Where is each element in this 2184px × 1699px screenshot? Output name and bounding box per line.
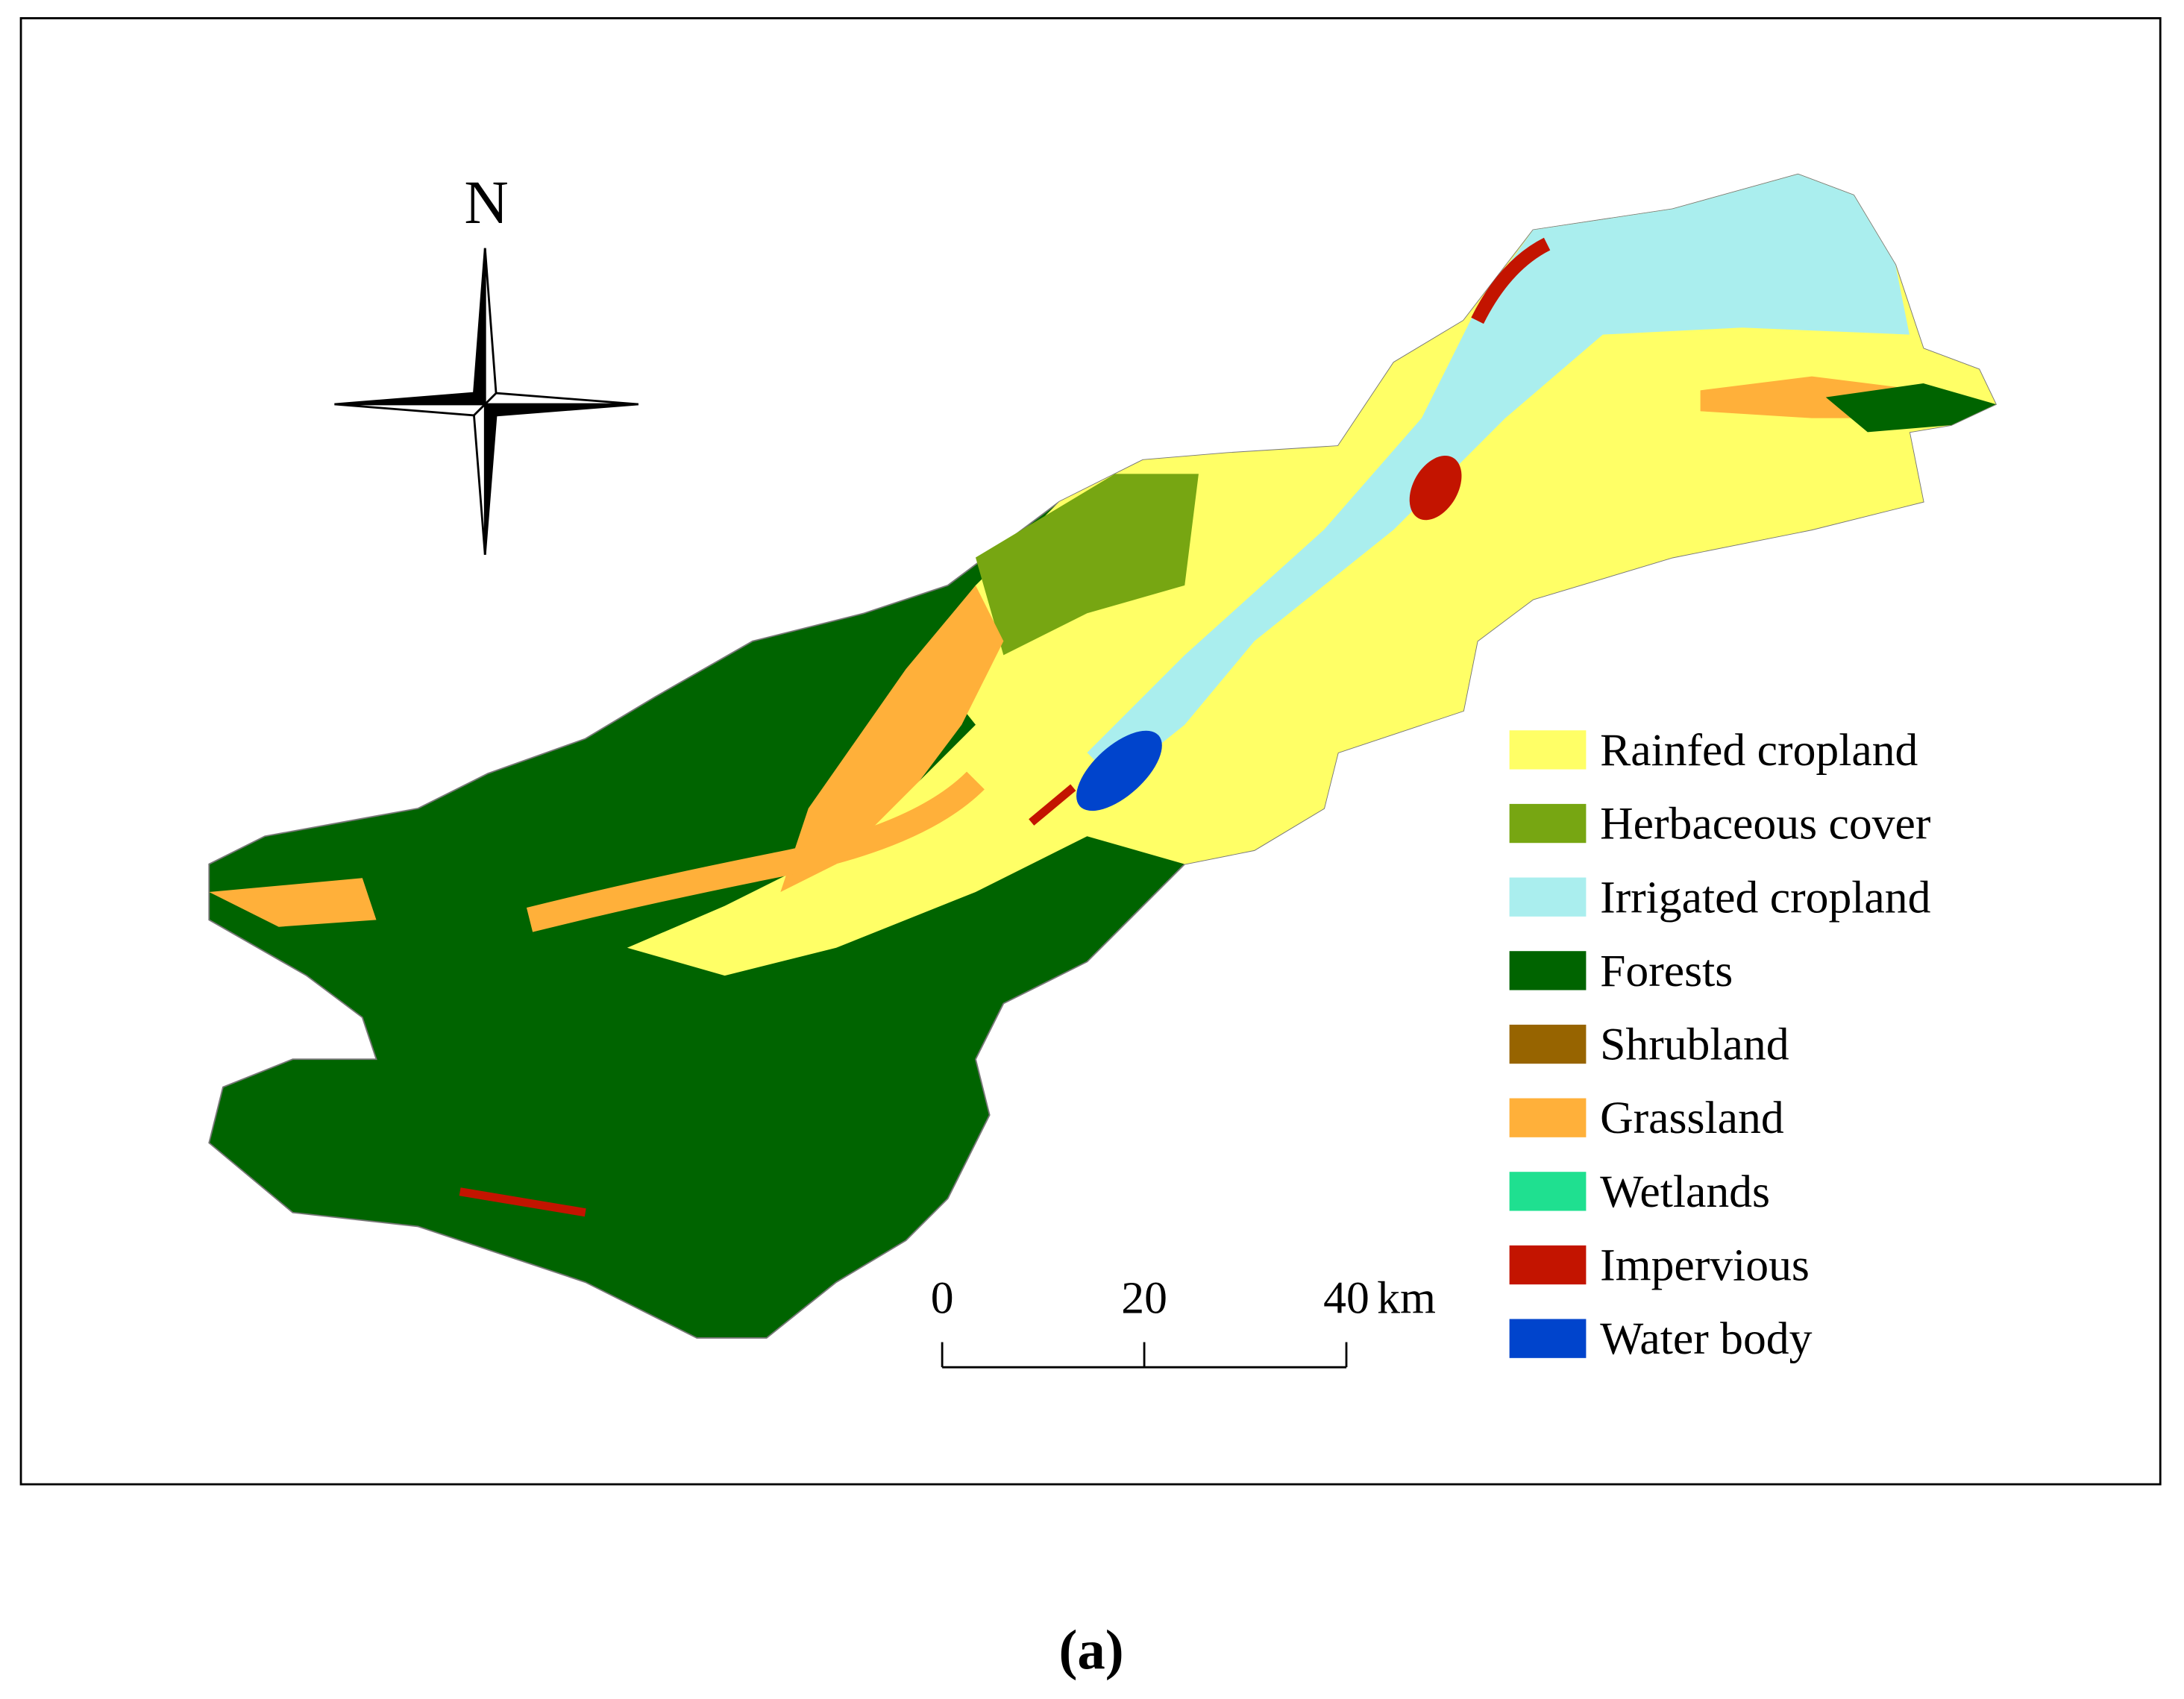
arrow-arm	[482, 392, 638, 406]
legend-swatch	[1509, 1098, 1587, 1137]
legend-label: Irrigated cropland	[1600, 872, 1931, 923]
forest-patch	[1825, 383, 1996, 433]
land-cover-map	[208, 173, 1997, 1339]
legend-swatch	[1509, 951, 1587, 990]
arrow-arm	[472, 248, 486, 407]
impervious-patch	[1029, 784, 1076, 826]
legend-label: Forests	[1600, 946, 1733, 996]
impervious-patch	[1471, 237, 1551, 324]
legend-swatch	[1509, 1172, 1587, 1211]
legend-swatch	[1509, 877, 1587, 917]
scale-unit: km	[1377, 1272, 1436, 1323]
scale-tick-label: 20	[1121, 1272, 1167, 1323]
grassland-area	[780, 585, 1004, 892]
impervious-patch	[459, 1187, 586, 1217]
arrow-arm	[334, 392, 488, 406]
figure-caption: (a)	[1058, 1619, 1123, 1681]
north-arrow: N	[334, 169, 638, 555]
map-frame	[19, 17, 2162, 1486]
legend: Rainfed cropland Herbaceous cover Irrigate…	[1509, 725, 1931, 1364]
impervious-patch	[1409, 455, 1462, 521]
scale-bar: 0 20 40 km	[931, 1272, 1436, 1369]
grassland-area	[209, 878, 377, 927]
legend-swatch	[1509, 1319, 1587, 1358]
legend-label: Grassland	[1600, 1093, 1784, 1143]
legend-swatch	[1509, 730, 1587, 770]
legend-swatch	[1509, 803, 1587, 844]
arrow-arm	[334, 403, 488, 417]
legend-label: Shrubland	[1600, 1020, 1789, 1070]
legend-label: Water body	[1600, 1313, 1813, 1364]
arrow-arm	[483, 401, 498, 555]
legend-swatch	[1509, 1245, 1587, 1285]
arrow-arm	[482, 403, 638, 417]
legend-label: Herbaceous cover	[1600, 799, 1930, 850]
legend-swatch	[1509, 1024, 1587, 1064]
scale-tick-label: 0	[931, 1272, 954, 1323]
arrow-arm	[483, 248, 498, 407]
herbaceous-area	[975, 474, 1199, 656]
scale-tick-label: 40	[1323, 1272, 1369, 1323]
legend-label: Impervious	[1600, 1240, 1810, 1291]
water-body-lake	[1076, 730, 1162, 811]
legend-label: Rainfed cropland	[1600, 725, 1918, 776]
arrow-arm	[472, 401, 486, 555]
north-label: N	[464, 169, 508, 236]
grassland-strip	[526, 771, 985, 932]
irrigated-area	[1087, 174, 1910, 781]
legend-label: Wetlands	[1600, 1166, 1770, 1217]
